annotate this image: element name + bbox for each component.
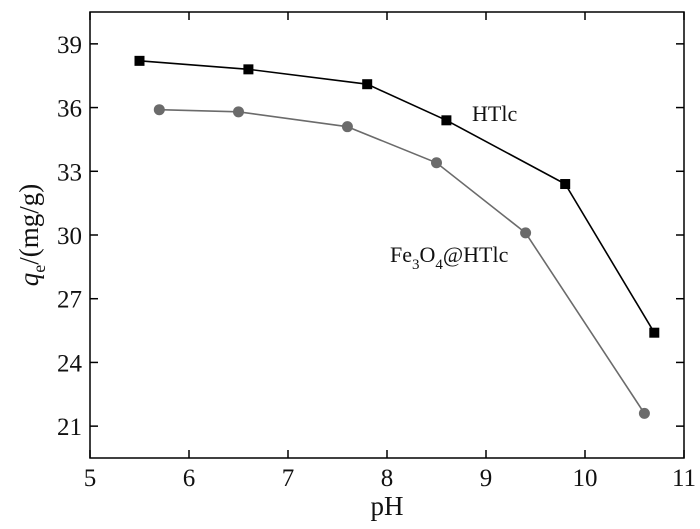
- series-line-htlc: [139, 60, 655, 334]
- data-point-htlc: [134, 55, 145, 66]
- data-point-htlc: [362, 79, 373, 90]
- data-point-fe3o4-htlc: [153, 104, 165, 116]
- y-tick-label: 36: [57, 96, 82, 123]
- y-axis-title-rest: /(mg/g): [14, 184, 44, 265]
- y-tick-label: 30: [57, 223, 82, 250]
- y-axis-title-main: q: [14, 273, 44, 287]
- series-layer: [134, 55, 660, 419]
- x-tick-label: 7: [282, 465, 295, 492]
- y-axis-title: qe/(mg/g): [14, 184, 49, 287]
- data-point-htlc: [649, 327, 660, 338]
- y-tick-label: 33: [57, 159, 82, 186]
- series-label-at-htlc: @HTlc: [443, 242, 509, 267]
- series-htlc: [134, 55, 660, 338]
- data-point-htlc: [441, 115, 452, 126]
- x-tick-label: 6: [183, 465, 196, 492]
- axis-ticks: 5 6 7 8 9 10 11 21 24 27 30 33 36 39: [57, 12, 696, 492]
- x-axis-title: pH: [371, 491, 404, 521]
- data-point-fe3o4-htlc: [431, 157, 442, 169]
- series-label-sub4: 4: [435, 257, 443, 273]
- data-point-fe3o4-htlc: [233, 106, 244, 118]
- series-label-fe: Fe: [390, 242, 412, 267]
- series-label-o: O: [420, 242, 436, 267]
- x-tick-label: 10: [573, 465, 598, 492]
- series-fe3o4-htlc: [153, 104, 650, 419]
- series-label-sub3: 3: [412, 257, 420, 273]
- y-tick-label: 24: [57, 350, 83, 377]
- y-tick-label: 21: [57, 414, 82, 441]
- y-axis-title-sub: e: [29, 265, 49, 273]
- data-point-htlc: [560, 179, 571, 190]
- data-point-htlc: [243, 64, 254, 75]
- y-tick-label: 39: [57, 32, 82, 59]
- y-tick-label: 27: [57, 287, 82, 314]
- series-label-htlc: HTlc: [472, 101, 517, 126]
- x-tick-label: 5: [84, 465, 97, 492]
- x-tick-label: 8: [381, 465, 394, 492]
- series-label-fe3o4-htlc: Fe3O4@HTlc: [390, 242, 509, 273]
- x-tick-label: 11: [672, 465, 696, 492]
- data-point-fe3o4-htlc: [638, 407, 650, 419]
- x-tick-label: 9: [480, 465, 493, 492]
- series-line-fe3o4-htlc: [159, 108, 646, 414]
- data-point-fe3o4-htlc: [520, 227, 532, 239]
- data-point-fe3o4-htlc: [341, 121, 353, 133]
